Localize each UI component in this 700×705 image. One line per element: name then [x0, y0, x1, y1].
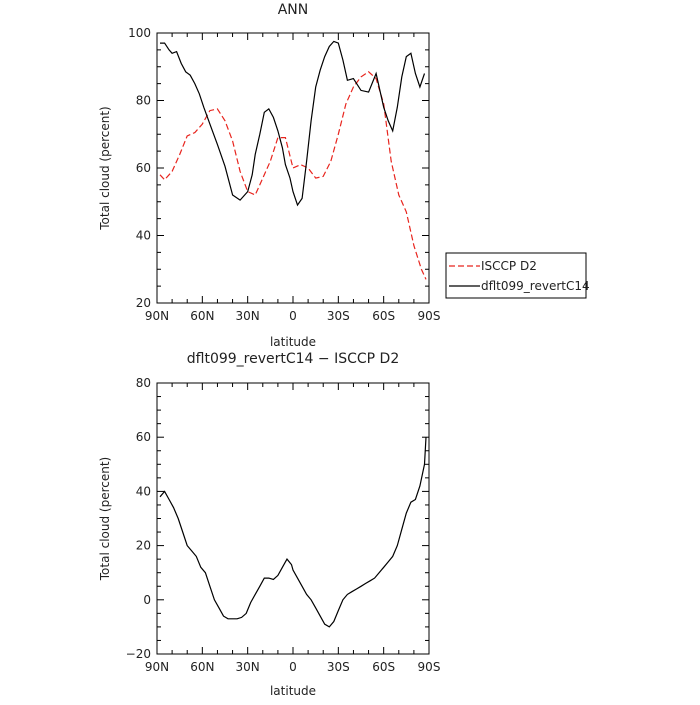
legend-box	[445, 252, 587, 299]
legend: ISCCP D2 dflt099_revertC14	[445, 252, 590, 299]
series-line-top-0	[159, 71, 427, 280]
chart-title-difference: dflt099_revertC14 − ISCCP D2	[187, 351, 400, 367]
plot-frame-bottom	[156, 382, 430, 655]
x-tick-label: 0	[289, 309, 297, 323]
x-tick-label: 0	[289, 660, 297, 674]
y-tick-label: 100	[128, 26, 151, 40]
series-line-top-1	[160, 40, 426, 207]
y-tick-label: 20	[136, 539, 151, 553]
panel-bottom: dflt099_revertC14 − ISCCP D2 90N 60N 30N 0 3…	[98, 351, 440, 698]
y-axis-label-bottom: Total cloud (percent)	[98, 457, 112, 581]
y-tick-label: 60	[136, 161, 151, 175]
axes-top: 90N 60N 30N 0 30S 60S 90S 20 40 60 80 100	[128, 26, 440, 323]
x-tick-label: 60S	[372, 660, 395, 674]
x-tick-label: 90S	[418, 660, 441, 674]
panel-top: ANN 90N 60N 30N 0 30S 60S 90S 20 40 60 80 100 latit…	[98, 2, 440, 349]
x-tick-label: 30N	[236, 309, 260, 323]
x-tick-label: 60S	[372, 309, 395, 323]
plot-frame-top	[156, 32, 430, 304]
x-tick-label: 30N	[236, 660, 260, 674]
x-tick-label: 90N	[145, 660, 169, 674]
legend-entry-isccp: ISCCP D2	[481, 259, 537, 273]
series-line-bottom-0	[159, 437, 427, 628]
y-tick-label: 40	[136, 229, 151, 243]
series-group-top	[159, 40, 427, 280]
series-group-bottom	[159, 437, 427, 628]
axes-bottom: 90N 60N 30N 0 30S 60S 90S −20 0 20 40 60 80	[126, 376, 441, 674]
x-tick-label: 90N	[145, 309, 169, 323]
legend-entry-model: dflt099_revertC14	[481, 279, 590, 293]
y-tick-label: 20	[136, 296, 151, 310]
y-tick-label: 80	[136, 94, 151, 108]
y-axis-label: Total cloud (percent)	[98, 106, 112, 230]
y-tick-label: 60	[136, 430, 151, 444]
y-tick-label: 0	[143, 593, 151, 607]
x-tick-label: 60N	[190, 660, 214, 674]
x-tick-label: 60N	[190, 309, 214, 323]
y-tick-label: −20	[126, 647, 151, 661]
x-axis-label-bottom: latitude	[270, 684, 316, 698]
x-tick-label: 30S	[327, 309, 350, 323]
y-tick-label: 40	[136, 484, 151, 498]
x-tick-label: 30S	[327, 660, 350, 674]
y-tick-label: 80	[136, 376, 151, 390]
chart-title: ANN	[278, 2, 309, 18]
x-tick-label: 90S	[418, 309, 441, 323]
x-axis-label: latitude	[270, 335, 316, 349]
